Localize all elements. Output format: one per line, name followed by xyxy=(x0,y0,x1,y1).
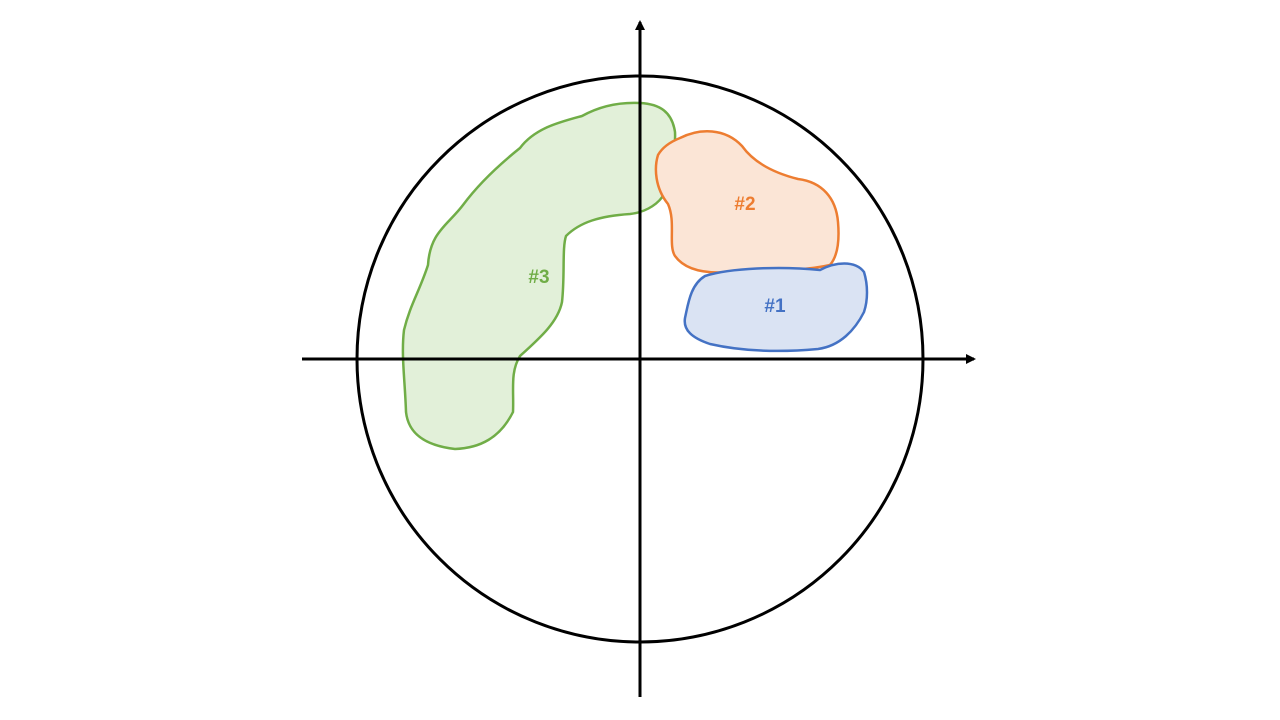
region-3-shape xyxy=(401,101,677,451)
region-3-label: #3 xyxy=(528,267,549,288)
region-1-label: #1 xyxy=(764,296,786,317)
region-1-shape xyxy=(683,262,869,353)
region-2-label: #2 xyxy=(734,194,755,215)
